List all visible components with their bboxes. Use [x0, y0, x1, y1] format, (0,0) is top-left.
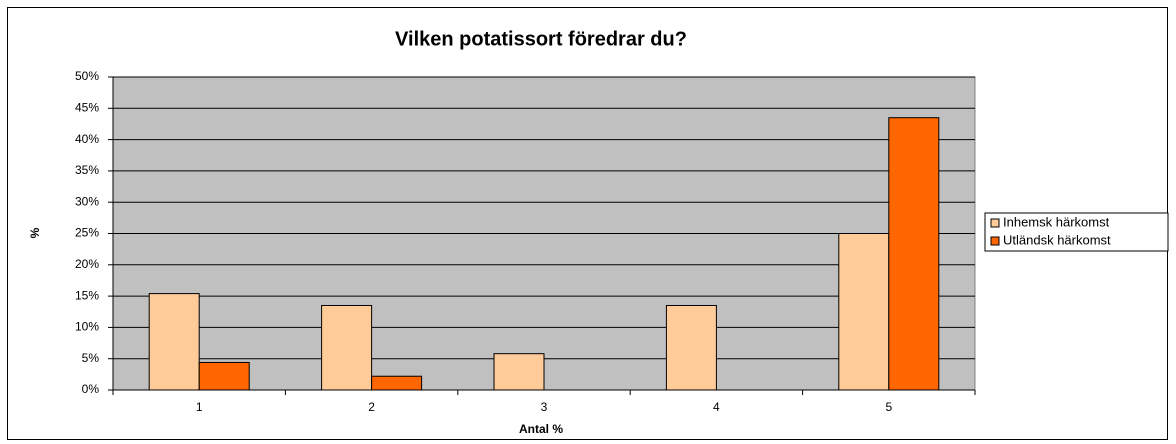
y-tick-label: 10% — [75, 320, 99, 334]
y-tick-label: 20% — [75, 257, 99, 271]
y-tick-label: 40% — [75, 132, 99, 146]
legend-swatch — [990, 236, 1000, 246]
y-tick-label: 25% — [75, 226, 99, 240]
x-axis-label: Antal % — [519, 422, 563, 436]
x-tick-label: 5 — [885, 400, 892, 414]
y-tick-label: 0% — [82, 382, 100, 396]
x-tick-label: 3 — [541, 400, 548, 414]
y-tick-label: 15% — [75, 288, 99, 302]
legend-swatch — [990, 218, 1000, 228]
bar — [888, 117, 940, 391]
y-tick-label: 30% — [75, 194, 99, 208]
y-tick-label: 50% — [75, 69, 99, 83]
y-tick-label: 45% — [75, 100, 99, 114]
y-tick-label: 5% — [82, 351, 100, 365]
bar — [371, 375, 423, 391]
legend-box — [984, 212, 1169, 252]
bar — [321, 304, 373, 391]
bar — [148, 293, 200, 391]
bar — [493, 353, 545, 391]
bar — [838, 233, 890, 391]
legend-label: Utländsk härkomst — [1003, 232, 1111, 247]
y-tick-label: 35% — [75, 163, 99, 177]
x-tick-label: 1 — [196, 400, 203, 414]
legend-label: Inhemsk härkomst — [1003, 214, 1110, 229]
x-tick-label: 2 — [368, 400, 375, 414]
x-tick-label: 4 — [713, 400, 720, 414]
bar — [198, 361, 250, 391]
chart-title: Vilken potatissort föredrar du? — [395, 28, 687, 50]
y-axis-label: % — [28, 227, 42, 238]
bar — [665, 304, 717, 391]
